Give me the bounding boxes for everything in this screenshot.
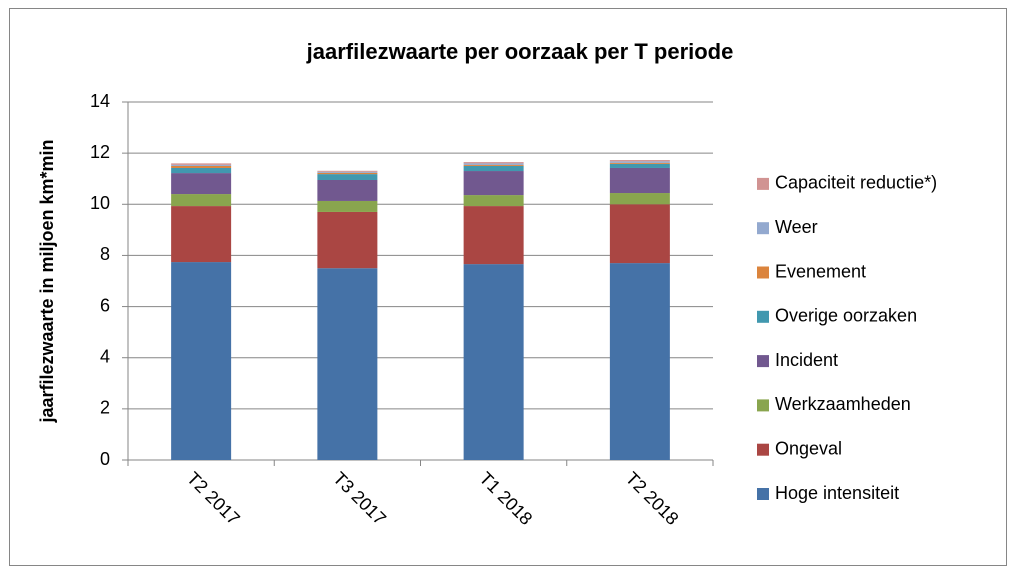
bar-segment — [317, 172, 378, 175]
bar-segment — [171, 167, 232, 174]
bar-segment — [317, 211, 378, 269]
y-tick-label: 2 — [100, 398, 110, 418]
legend-swatch — [757, 266, 769, 279]
bar-segment — [463, 171, 524, 196]
bar-segment — [609, 161, 670, 163]
bar-segment — [171, 164, 232, 166]
y-tick-label: 8 — [100, 244, 110, 264]
y-tick-label: 0 — [100, 449, 110, 469]
bar-segment — [609, 162, 670, 164]
y-tick-label: 10 — [90, 193, 110, 213]
bar-segment — [171, 206, 232, 263]
y-tick-label: 12 — [90, 142, 110, 162]
bar-segment — [463, 164, 524, 166]
bar-segment — [171, 173, 232, 195]
bar-segment — [609, 204, 670, 264]
legend-label: Weer — [775, 217, 818, 237]
y-tick-label: 6 — [100, 295, 110, 315]
bar-segment — [317, 170, 378, 172]
legend-swatch — [757, 399, 769, 412]
bar-segment — [609, 263, 670, 460]
bar-segment — [171, 194, 232, 207]
legend-label: Hoge intensiteit — [775, 483, 899, 503]
bar-segment — [463, 206, 524, 265]
bar-segment — [609, 193, 670, 205]
bar-segment — [609, 167, 670, 194]
legend-swatch — [757, 177, 769, 190]
legend-label: Overige oorzaken — [775, 306, 917, 326]
bar-segment — [463, 163, 524, 165]
legend-label: Evenement — [775, 261, 866, 281]
bar-segment — [463, 162, 524, 164]
bar-segment — [317, 179, 378, 201]
legend-swatch — [757, 443, 769, 456]
bar-segment — [463, 264, 524, 460]
legend-label: Ongeval — [775, 438, 842, 458]
legend-label: Capaciteit reductie*) — [775, 173, 937, 193]
bar-segment — [463, 165, 524, 172]
bar-segment — [463, 195, 524, 207]
legend-swatch — [757, 488, 769, 500]
bar-segment — [171, 262, 232, 460]
chart-title: jaarfilezwaarte per oorzaak per T period… — [306, 39, 734, 64]
y-axis-label: jaarfilezwaarte in miljoen km*min — [37, 139, 57, 423]
legend-swatch — [757, 310, 769, 323]
bar-segment — [171, 163, 232, 165]
bar-segment — [317, 200, 378, 212]
bar-segment — [609, 163, 670, 168]
y-tick-label: 14 — [90, 91, 110, 111]
legend-label: Werkzaamheden — [775, 394, 911, 414]
bar-segment — [609, 160, 670, 162]
y-tick-label: 4 — [100, 346, 110, 366]
bar-segment — [317, 268, 378, 460]
bar-segment — [171, 165, 232, 168]
legend-swatch — [757, 222, 769, 235]
bar-segment — [317, 171, 378, 173]
legend-label: Incident — [775, 350, 838, 370]
legend-swatch — [757, 355, 769, 368]
bar-segment — [317, 174, 378, 180]
